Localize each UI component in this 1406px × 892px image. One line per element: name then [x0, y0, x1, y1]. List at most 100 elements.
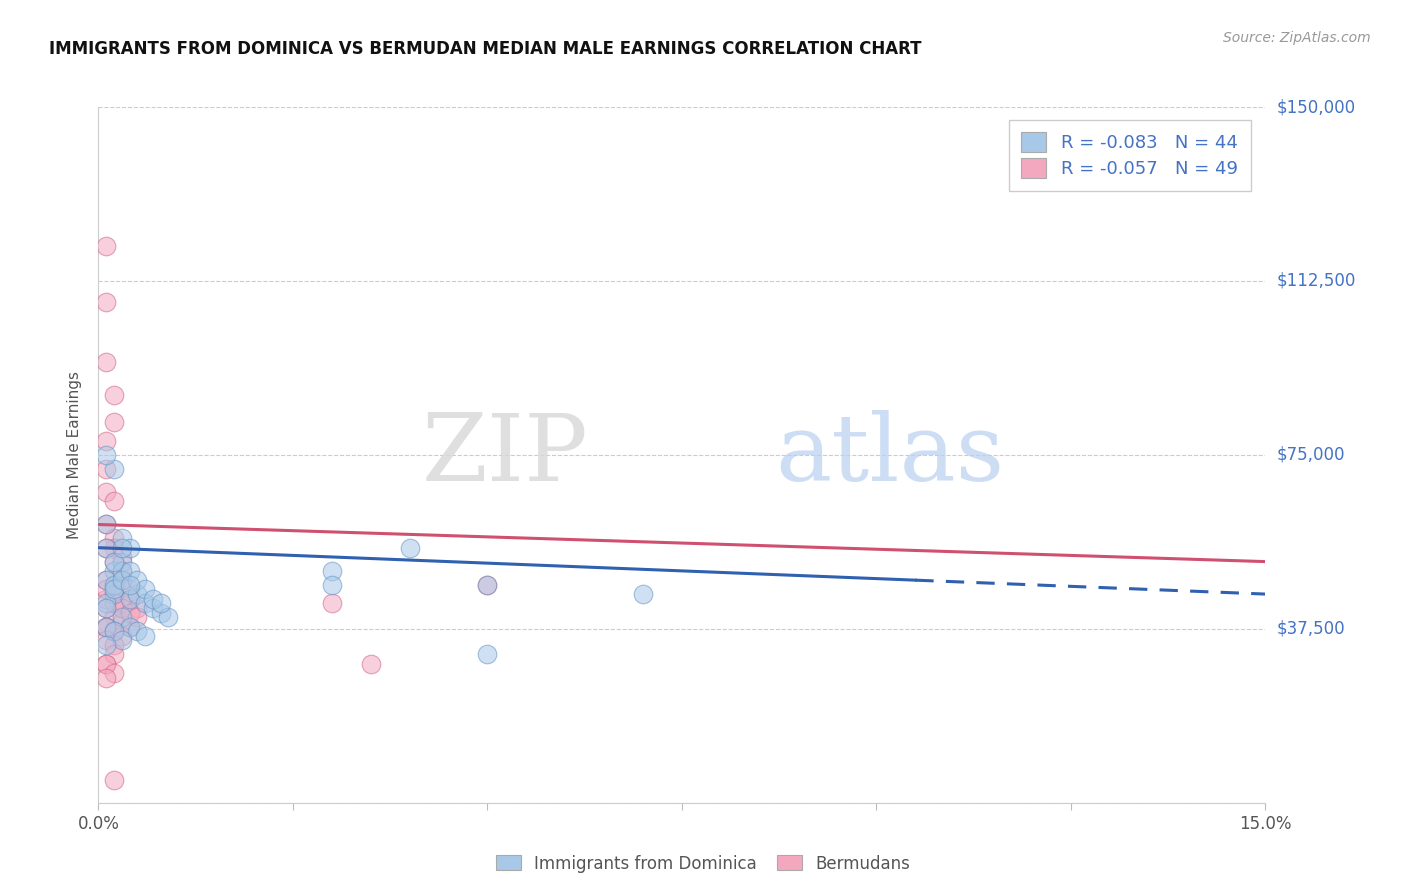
Point — [111, 555, 134, 569]
Point — [96, 601, 118, 615]
Point — [631, 587, 654, 601]
Point — [103, 578, 125, 592]
Point — [103, 665, 125, 680]
Point — [118, 619, 141, 633]
Point — [142, 591, 165, 606]
Point — [321, 564, 343, 578]
Point — [149, 606, 172, 620]
Point — [118, 591, 141, 606]
Point — [127, 601, 149, 615]
Point — [398, 541, 420, 555]
Point — [111, 633, 134, 648]
Point — [96, 619, 118, 633]
Point — [477, 648, 499, 662]
Point — [96, 462, 118, 476]
Point — [103, 596, 125, 610]
Text: ZIP: ZIP — [422, 410, 589, 500]
Point — [134, 596, 156, 610]
Point — [103, 624, 125, 639]
Point — [118, 591, 141, 606]
Point — [118, 606, 141, 620]
Point — [111, 573, 134, 587]
Point — [96, 596, 118, 610]
Point — [118, 582, 141, 597]
Point — [103, 624, 125, 639]
Point — [96, 601, 118, 615]
Point — [111, 629, 134, 643]
Point — [96, 448, 118, 462]
Point — [103, 555, 125, 569]
Point — [96, 517, 118, 532]
Point — [111, 596, 134, 610]
Point — [127, 587, 149, 601]
Point — [477, 578, 499, 592]
Text: Source: ZipAtlas.com: Source: ZipAtlas.com — [1223, 31, 1371, 45]
Point — [111, 541, 134, 555]
Point — [127, 573, 149, 587]
Legend: R = -0.083   N = 44, R = -0.057   N = 49: R = -0.083 N = 44, R = -0.057 N = 49 — [1008, 120, 1250, 191]
Point — [96, 671, 118, 685]
Point — [96, 633, 118, 648]
Point — [111, 615, 134, 629]
Point — [103, 624, 125, 639]
Point — [321, 578, 343, 592]
Point — [103, 587, 125, 601]
Point — [118, 578, 141, 592]
Point — [103, 387, 125, 401]
Text: $37,500: $37,500 — [1277, 620, 1346, 638]
Point — [321, 596, 343, 610]
Point — [103, 587, 125, 601]
Point — [127, 624, 149, 639]
Point — [103, 648, 125, 662]
Text: IMMIGRANTS FROM DOMINICA VS BERMUDAN MEDIAN MALE EARNINGS CORRELATION CHART: IMMIGRANTS FROM DOMINICA VS BERMUDAN MED… — [49, 40, 922, 58]
Point — [142, 601, 165, 615]
Point — [134, 582, 156, 597]
Point — [103, 610, 125, 624]
Point — [149, 596, 172, 610]
Text: $112,500: $112,500 — [1277, 272, 1355, 290]
Point — [96, 638, 118, 652]
Point — [103, 564, 125, 578]
Point — [96, 239, 118, 253]
Point — [96, 582, 118, 597]
Point — [103, 582, 125, 597]
Y-axis label: Median Male Earnings: Median Male Earnings — [67, 371, 83, 539]
Point — [96, 294, 118, 309]
Point — [118, 564, 141, 578]
Point — [111, 564, 134, 578]
Point — [103, 772, 125, 787]
Point — [96, 591, 118, 606]
Point — [96, 541, 118, 555]
Point — [103, 541, 125, 555]
Point — [111, 549, 134, 564]
Point — [96, 657, 118, 671]
Text: atlas: atlas — [775, 410, 1004, 500]
Point — [96, 573, 118, 587]
Point — [111, 601, 134, 615]
Point — [96, 355, 118, 369]
Point — [360, 657, 382, 671]
Point — [96, 619, 118, 633]
Point — [96, 619, 118, 633]
Point — [96, 517, 118, 532]
Point — [134, 629, 156, 643]
Point — [127, 610, 149, 624]
Point — [111, 610, 134, 624]
Point — [111, 532, 134, 546]
Point — [111, 564, 134, 578]
Point — [157, 610, 180, 624]
Point — [103, 494, 125, 508]
Point — [477, 578, 499, 592]
Legend: Immigrants from Dominica, Bermudans: Immigrants from Dominica, Bermudans — [489, 848, 917, 880]
Point — [103, 638, 125, 652]
Point — [96, 573, 118, 587]
Point — [111, 573, 134, 587]
Text: $75,000: $75,000 — [1277, 446, 1346, 464]
Text: $150,000: $150,000 — [1277, 98, 1355, 116]
Point — [96, 541, 118, 555]
Point — [103, 462, 125, 476]
Point — [96, 485, 118, 500]
Point — [96, 657, 118, 671]
Point — [103, 532, 125, 546]
Point — [118, 541, 141, 555]
